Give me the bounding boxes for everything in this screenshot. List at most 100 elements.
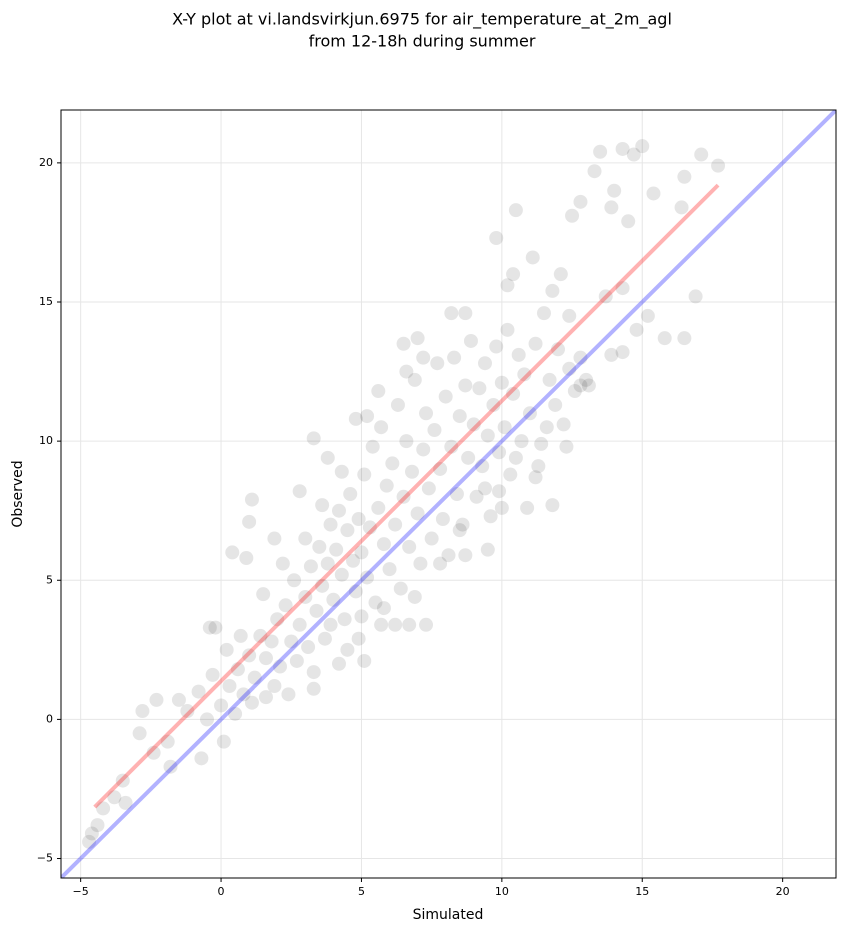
scatter-point: [312, 539, 327, 554]
scatter-point: [556, 417, 571, 432]
scatter-point: [368, 595, 383, 610]
scatter-point: [551, 342, 566, 357]
scatter-point: [542, 372, 557, 387]
scatter-point: [416, 350, 431, 365]
scatter-point: [326, 592, 341, 607]
scatter-point: [371, 500, 386, 515]
scatter-point: [348, 411, 363, 426]
scatter-point: [508, 203, 523, 218]
scatter-point: [253, 628, 268, 643]
scatter-point: [399, 364, 414, 379]
scatter-point: [334, 464, 349, 479]
scatter-point: [225, 545, 240, 560]
scatter-point: [503, 467, 518, 482]
scatter-point: [492, 484, 507, 499]
scatter-point: [444, 306, 459, 321]
scatter-point: [407, 589, 422, 604]
scatter-point: [205, 667, 220, 682]
scatter-point: [331, 656, 346, 671]
scatter-point: [163, 759, 178, 774]
scatter-point: [559, 439, 574, 454]
scatter-point: [323, 617, 338, 632]
scatter-point: [396, 336, 411, 351]
scatter-point: [298, 589, 313, 604]
scatter-point: [553, 267, 568, 282]
scatter-point: [489, 231, 504, 245]
fit-line: [61, 110, 836, 878]
scatter-point: [677, 169, 692, 184]
scatter-point: [270, 612, 285, 627]
scatter-point: [346, 553, 361, 568]
scatter-point: [214, 698, 229, 713]
scatter-point: [382, 562, 397, 577]
scatter-point: [379, 478, 394, 493]
scatter-point: [258, 651, 273, 666]
scatter-point: [360, 409, 375, 424]
scatter-point: [360, 570, 375, 585]
scatter-point: [466, 417, 481, 432]
x-axis-label: Simulated: [413, 907, 484, 923]
scatter-point: [337, 612, 352, 627]
scatter-point: [573, 350, 588, 365]
scatter-point: [463, 333, 478, 348]
scatter-point: [354, 545, 369, 560]
scatter-point: [340, 523, 355, 538]
scatter-point: [180, 704, 195, 719]
scatter-point: [275, 556, 290, 571]
scatter-point: [452, 409, 467, 424]
scatter-point: [244, 492, 259, 507]
scatter-point: [581, 378, 596, 393]
scatter-point: [329, 542, 344, 557]
scatter-point: [615, 345, 630, 360]
scatter-point: [657, 331, 672, 346]
scatter-point: [244, 695, 259, 710]
scatter-point: [374, 420, 389, 435]
scatter-point: [525, 250, 540, 265]
scatter-point: [385, 456, 400, 471]
scatter-point: [306, 665, 321, 680]
scatter-point: [410, 506, 425, 521]
fit-line: [93, 183, 720, 809]
scatter-point: [433, 556, 448, 571]
scatter-point: [343, 487, 358, 501]
scatter-point: [222, 679, 237, 693]
scatter-point: [256, 587, 271, 602]
scatter-point: [475, 459, 490, 474]
scatter-point: [621, 214, 636, 229]
scatter-point: [508, 450, 523, 465]
scatter-point: [565, 208, 580, 223]
scatter-point: [323, 517, 338, 532]
scatter-point: [258, 690, 273, 705]
x-tick-label: 10: [495, 885, 509, 898]
scatter-point: [264, 634, 279, 649]
scatter-point: [444, 439, 459, 454]
scatter-point: [306, 431, 321, 446]
scatter-point: [604, 200, 619, 215]
scatter-point: [396, 489, 411, 504]
scatter-point: [478, 356, 493, 371]
scatter-point: [413, 556, 428, 571]
scatter-point: [376, 601, 391, 616]
scatter-point: [593, 144, 608, 159]
scatter-point: [430, 356, 445, 371]
scatter-point: [107, 790, 122, 805]
scatter-point: [522, 406, 537, 421]
scatter-point: [317, 631, 332, 646]
scatter-point: [233, 628, 248, 643]
y-tick-label: −5: [37, 852, 53, 865]
scatter-point: [242, 648, 257, 663]
scatter-point: [84, 826, 99, 841]
scatter-point: [289, 653, 304, 668]
scatter-point: [447, 350, 462, 365]
scatter-point: [82, 834, 97, 849]
scatter-point: [478, 481, 493, 496]
scatter-point: [230, 662, 245, 677]
x-tick-label: 20: [776, 885, 790, 898]
scatter-point: [615, 141, 630, 156]
scatter-point: [494, 500, 509, 515]
scatter-point: [287, 573, 302, 588]
scatter-point: [711, 158, 726, 173]
scatter-point: [517, 367, 532, 382]
